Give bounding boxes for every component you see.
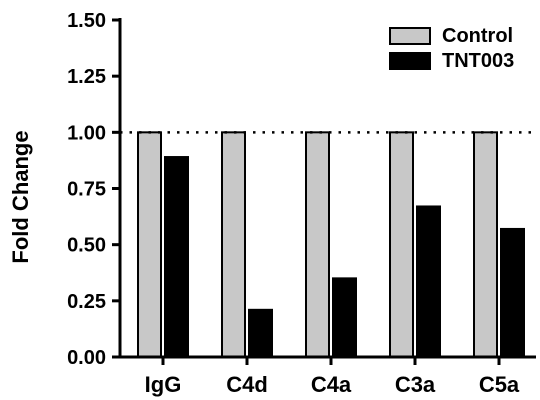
bar-tnt003-igg bbox=[164, 156, 189, 358]
x-tick-label-c4a: C4a bbox=[311, 372, 352, 397]
y-tick-label: 1.50 bbox=[67, 10, 106, 32]
bar-tnt003-c4d bbox=[248, 308, 273, 359]
y-tick-label: 0.00 bbox=[67, 347, 106, 369]
legend-swatch-tnt003 bbox=[389, 52, 431, 70]
legend-label-control: Control bbox=[442, 25, 513, 47]
y-axis-title: Fold Change bbox=[8, 130, 33, 263]
legend-label-tnt003: TNT003 bbox=[442, 50, 514, 72]
bar-control-c4a bbox=[305, 131, 330, 358]
x-tick-label-c3a: C3a bbox=[395, 372, 436, 397]
y-tick-label: 0.75 bbox=[67, 179, 106, 201]
bar-tnt003-c3a bbox=[416, 205, 441, 358]
y-tick-label: 0.25 bbox=[67, 291, 106, 313]
bar-control-c3a bbox=[389, 131, 414, 358]
x-tick-label-c5a: C5a bbox=[479, 372, 520, 397]
bar-tnt003-c5a bbox=[500, 227, 525, 358]
x-tick-label-c4d: C4d bbox=[226, 372, 268, 397]
legend: Control TNT003 bbox=[389, 25, 514, 72]
bar-control-c4d bbox=[221, 131, 246, 358]
bar-control-c5a bbox=[473, 131, 498, 358]
y-tick-label: 1.00 bbox=[67, 122, 106, 144]
plot-area: IgG C4d C4a C3a C5a 0.00 0.25 0.50 0.75 1.00 1.25 1… bbox=[67, 10, 536, 397]
x-tick-label-igg: IgG bbox=[145, 372, 182, 397]
y-tick-label: 0.50 bbox=[67, 235, 106, 257]
bar-tnt003-c4a bbox=[332, 277, 357, 358]
bar-control-igg bbox=[137, 131, 162, 358]
y-tick-label: 1.25 bbox=[67, 66, 106, 88]
legend-swatch-control bbox=[389, 27, 431, 45]
